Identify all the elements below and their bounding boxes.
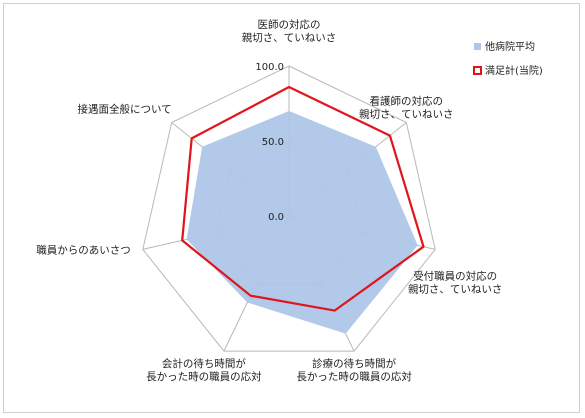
axis-label-5-line-2: 長かった時の職員の応対 xyxy=(146,370,262,383)
tick-label-2: 50.0 xyxy=(262,137,284,148)
axis-label-7-line-1: 接遇面全般について xyxy=(78,103,172,116)
axis-label-1: 医師の対応の親切さ、ていねいさ xyxy=(242,18,337,44)
axis-label-3: 受付職員の対応の親切さ、ていねいさ xyxy=(408,269,503,295)
series-area-1 xyxy=(186,111,418,334)
axis-label-3-line-2: 親切さ、ていねいさ xyxy=(408,282,503,295)
series-line-2 xyxy=(181,85,425,312)
axis-label-6: 職員からのあいさつ xyxy=(36,244,131,256)
axis-label-1-line-1: 医師の対応の xyxy=(258,18,321,31)
axis-label-4-line-1: 診療の待ち時間が xyxy=(312,357,396,370)
grid-ring-2 xyxy=(142,65,436,352)
axis-label-7: 接遇面全般について xyxy=(78,103,172,116)
axis-label-2-line-2: 親切さ、ていねいさ xyxy=(359,108,454,121)
axis-label-4-line-2: 長かった時の職員の応対 xyxy=(296,370,412,383)
axis-label-2-line-1: 看護師の対応の xyxy=(370,95,444,108)
tick-label-1: 0.0 xyxy=(268,212,284,223)
axis-label-3-line-1: 受付職員の対応の xyxy=(413,269,497,282)
legend-label-1: 他病院平均 xyxy=(485,40,535,53)
axis-label-6-line-1: 職員からのあいさつ xyxy=(36,244,131,256)
legend-swatch-2 xyxy=(473,66,482,75)
chart-frame: 0.0 50.0 100.0 医師の対応の親切さ、ていねいさ 看護師の対応の親切さ、て… xyxy=(3,3,580,413)
legend-swatch-1 xyxy=(474,43,481,50)
axis-label-5-line-1: 会計の待ち時間が xyxy=(162,357,246,370)
axis-label-5: 会計の待ち時間が長かった時の職員の応対 xyxy=(146,357,262,383)
axis-label-2: 看護師の対応の親切さ、ていねいさ xyxy=(359,95,454,121)
legend-label-2: 満足計(当院) xyxy=(485,64,543,77)
axis-label-4: 診療の待ち時間が長かった時の職員の応対 xyxy=(296,357,412,383)
tick-label-3: 100.0 xyxy=(255,62,284,73)
axis-label-1-line-2: 親切さ、ていねいさ xyxy=(242,31,337,44)
